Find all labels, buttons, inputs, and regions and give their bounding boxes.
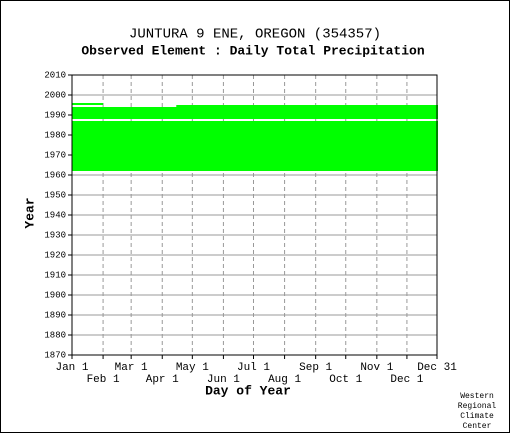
- y-tick-label: 2000: [44, 90, 66, 100]
- y-tick-label: 1950: [44, 190, 66, 200]
- credit: Regional: [458, 402, 497, 411]
- chart-subtitle: Observed Element : Daily Total Precipita…: [81, 43, 424, 58]
- data-band: [72, 103, 104, 105]
- x-tick-label: May 1: [176, 362, 209, 374]
- y-tick-label: 1910: [44, 270, 66, 280]
- chart-title: JUNTURA 9 ENE, OREGON (354357): [129, 27, 381, 43]
- y-tick-label: 1890: [44, 310, 66, 320]
- x-tick-label: Dec 31: [417, 362, 457, 374]
- y-tick-label: 1990: [44, 110, 66, 120]
- x-tick-label: Mar 1: [115, 362, 148, 374]
- x-tick-label: Sep 1: [299, 362, 332, 374]
- credit: Climate: [460, 412, 494, 421]
- x-tick-label: Jul 1: [237, 362, 270, 374]
- y-tick-label: 1880: [44, 330, 66, 340]
- y-tick-label: 1900: [44, 290, 66, 300]
- x-tick-label: Oct 1: [329, 374, 362, 386]
- y-axis-label: Year: [22, 197, 37, 228]
- data-band: [72, 107, 438, 119]
- x-tick-label: Feb 1: [87, 374, 120, 386]
- x-tick-label: Dec 1: [390, 374, 423, 386]
- x-tick-label: Nov 1: [360, 362, 393, 374]
- y-tick-label: 2010: [44, 70, 66, 80]
- y-tick-label: 1960: [44, 170, 66, 180]
- y-tick-label: 1930: [44, 230, 66, 240]
- y-tick-label: 1980: [44, 130, 66, 140]
- credit: Western: [460, 392, 494, 401]
- data-band: [176, 105, 439, 107]
- y-tick-label: 1970: [44, 150, 66, 160]
- x-tick-label: Jun 1: [207, 374, 240, 386]
- y-tick-label: 1940: [44, 210, 66, 220]
- x-tick-label: Aug 1: [268, 374, 301, 386]
- x-axis-label: Day of Year: [205, 383, 291, 398]
- y-tick-label: 1870: [44, 350, 66, 360]
- plot-border: [71, 74, 438, 356]
- credit: Center: [463, 422, 492, 431]
- x-tick-label: Apr 1: [146, 374, 179, 386]
- y-tick-label: 1920: [44, 250, 66, 260]
- data-band: [72, 121, 438, 123]
- data-band: [72, 123, 438, 171]
- x-tick-label: Jan 1: [55, 362, 88, 374]
